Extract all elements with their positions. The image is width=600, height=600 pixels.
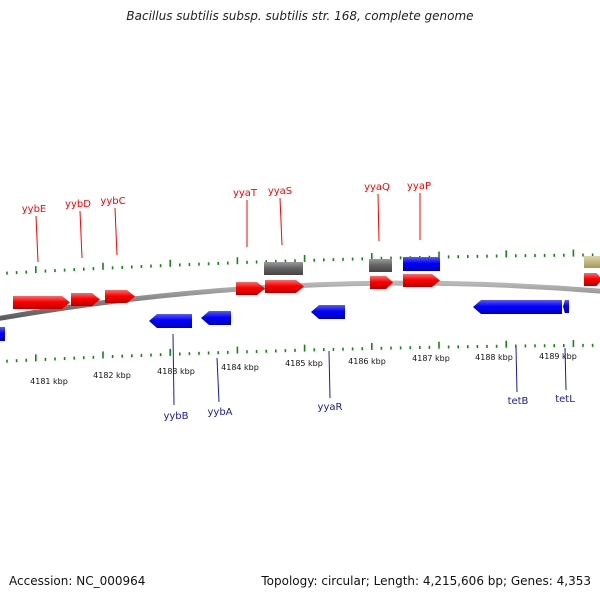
top-connector bbox=[114, 207, 118, 256]
top-connector bbox=[35, 215, 39, 263]
gene-arrow-reverse[interactable] bbox=[473, 300, 562, 314]
kbp-label: 4183 kbp bbox=[157, 367, 195, 376]
gene-arrow-reverse[interactable] bbox=[563, 300, 569, 313]
top-connector bbox=[279, 197, 283, 246]
misc-feature[interactable] bbox=[584, 256, 600, 268]
kbp-scale-labels: 4181 kbp 4182 kbp 4183 kbp 4184 kbp 4185… bbox=[30, 352, 577, 386]
gene-arrow-forward[interactable] bbox=[71, 293, 100, 306]
kbp-label: 4181 kbp bbox=[30, 377, 68, 386]
gene-arrow-forward[interactable] bbox=[13, 296, 70, 309]
gene-label-yyaR[interactable]: yyaR bbox=[318, 402, 343, 413]
gene-label-yyaS[interactable]: yyaS bbox=[268, 186, 292, 197]
kbp-label: 4186 kbp bbox=[348, 357, 386, 366]
gene-arrow-forward[interactable] bbox=[105, 290, 135, 303]
gene-label-yybE[interactable]: yybE bbox=[22, 204, 47, 215]
gene-features[interactable] bbox=[0, 256, 600, 341]
bottom-connector bbox=[172, 333, 175, 406]
label-connectors bbox=[35, 193, 567, 406]
gene-label-tetB[interactable]: tetB bbox=[508, 396, 529, 407]
genome-summary-text: Topology: circular; Length: 4,215,606 bp… bbox=[261, 574, 591, 588]
gene-label-yybC[interactable]: yybC bbox=[100, 196, 125, 207]
rna-feature[interactable] bbox=[369, 259, 392, 272]
inner-tick-track bbox=[6, 339, 594, 363]
gene-label-yyaT[interactable]: yyaT bbox=[233, 188, 258, 199]
gene-label-yybA[interactable]: yybA bbox=[207, 407, 232, 418]
accession-text: Accession: NC_000964 bbox=[9, 574, 146, 588]
bottom-connector bbox=[515, 346, 518, 393]
gene-box-reverse[interactable] bbox=[403, 257, 440, 271]
rna-feature[interactable] bbox=[264, 262, 303, 275]
top-connector bbox=[377, 193, 380, 242]
gene-arrow-forward[interactable] bbox=[584, 273, 600, 286]
gene-label-yyaP[interactable]: yyaP bbox=[407, 181, 431, 192]
bottom-connector bbox=[216, 357, 220, 403]
kbp-label: 4187 kbp bbox=[412, 354, 450, 363]
kbp-label: 4185 kbp bbox=[285, 359, 323, 368]
genome-title: Bacillus subtilis subsp. subtilis str. 1… bbox=[126, 9, 474, 23]
kbp-label: 4188 kbp bbox=[475, 353, 513, 362]
gene-label-yybB[interactable]: yybB bbox=[163, 411, 188, 422]
gene-arrow-reverse[interactable] bbox=[0, 327, 5, 341]
bottom-connector bbox=[328, 350, 331, 399]
forward-gene-labels[interactable]: yybE yybD yybC yyaT yyaS yyaQ yyaP bbox=[22, 181, 431, 215]
kbp-label: 4189 kbp bbox=[539, 352, 577, 361]
gene-arrow-forward[interactable] bbox=[370, 276, 393, 289]
gene-label-yybD[interactable]: yybD bbox=[65, 199, 91, 210]
gene-arrow-forward[interactable] bbox=[236, 282, 265, 295]
gene-arrow-forward[interactable] bbox=[403, 274, 440, 287]
gene-arrow-reverse[interactable] bbox=[149, 314, 192, 328]
bottom-connector bbox=[564, 347, 567, 391]
top-connector bbox=[79, 210, 83, 259]
kbp-label: 4182 kbp bbox=[93, 371, 131, 380]
kbp-label: 4184 kbp bbox=[221, 363, 259, 372]
gene-arrow-reverse[interactable] bbox=[311, 305, 345, 319]
reverse-gene-labels[interactable]: yybB yybA yyaR tetB tetL bbox=[163, 394, 575, 422]
gene-arrow-reverse[interactable] bbox=[201, 311, 231, 325]
gene-label-yyaQ[interactable]: yyaQ bbox=[364, 182, 390, 193]
gene-label-tetL[interactable]: tetL bbox=[555, 394, 575, 405]
gene-arrow-forward[interactable] bbox=[265, 280, 304, 293]
